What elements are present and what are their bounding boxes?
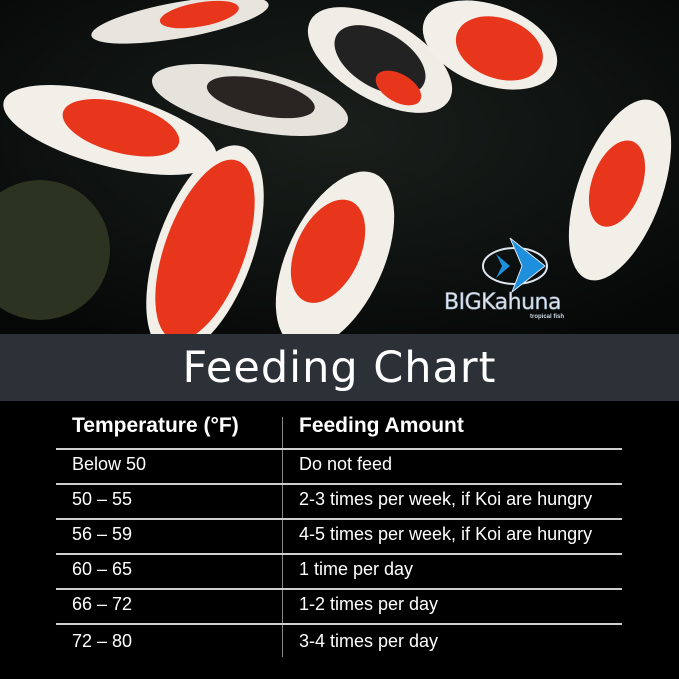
table-header: Temperature (°F) Feeding Amount: [56, 405, 622, 450]
big-kahuna-logo: BIGKahuna tropical fish: [440, 234, 590, 324]
header-feeding-amount: Feeding Amount: [299, 414, 464, 437]
cell-feeding: 4-5 times per week, if Koi are hungry: [299, 524, 593, 544]
title-band: Feeding Chart: [0, 334, 679, 401]
table-row: 56 – 59 4-5 times per week, if Koi are hu…: [56, 520, 622, 555]
table-row: 50 – 55 2-3 times per week, if Koi are hu…: [56, 485, 622, 520]
feeding-table: Temperature (°F) Feeding Amount Below 50…: [56, 405, 622, 660]
table-row: 72 – 80 3-4 times per day: [56, 625, 622, 660]
fish-logo-icon: [482, 237, 548, 294]
cell-feeding: Do not feed: [299, 454, 393, 474]
header-temperature: Temperature (°F): [72, 414, 239, 437]
koi-photo: BIGKahuna tropical fish: [0, 0, 679, 334]
cell-feeding: 1 time per day: [299, 559, 414, 579]
table-row: 66 – 72 1-2 times per day: [56, 590, 622, 625]
cell-temperature: 56 – 59: [72, 524, 133, 544]
cell-feeding: 1-2 times per day: [299, 594, 439, 614]
column-divider: [282, 417, 283, 657]
cell-feeding: 2-3 times per week, if Koi are hungry: [299, 489, 593, 509]
cell-temperature: 66 – 72: [72, 594, 133, 614]
cell-temperature: 72 – 80: [72, 631, 133, 651]
cell-temperature: 50 – 55: [72, 489, 133, 509]
cell-temperature: 60 – 65: [72, 559, 133, 579]
table-row: 60 – 65 1 time per day: [56, 555, 622, 590]
table-row: Below 50 Do not feed: [56, 450, 622, 485]
cell-temperature: Below 50: [72, 454, 147, 474]
logo-brand-text: BIGKahuna: [444, 290, 562, 316]
logo-tagline: tropical fish: [530, 314, 565, 320]
cell-feeding: 3-4 times per day: [299, 631, 439, 651]
page-title: Feeding Chart: [182, 342, 497, 393]
